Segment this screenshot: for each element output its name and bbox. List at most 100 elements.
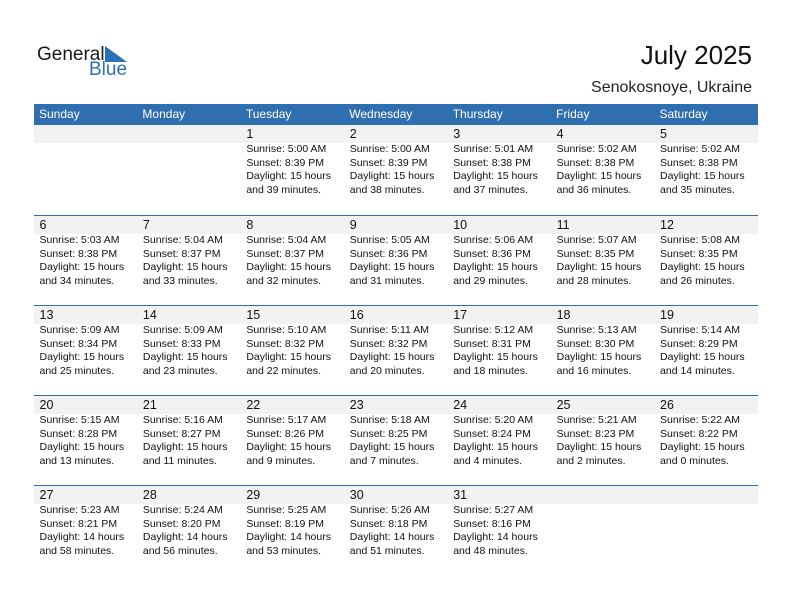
day-cell: 19 Sunrise: 5:14 AM Sunset: 8:29 PM Dayligh… (655, 306, 758, 395)
day-number: 27 (39, 488, 54, 502)
day-cell: 7 Sunrise: 5:04 AM Sunset: 8:37 PM Daylight… (137, 216, 240, 305)
day-number: 26 (660, 398, 674, 412)
sunrise-text: Sunrise: 5:25 AM (246, 504, 327, 516)
sunrise-text: Sunrise: 5:04 AM (142, 234, 223, 246)
sunset-text: Sunset: 8:22 PM (660, 427, 738, 440)
sunrise-text: Sunrise: 5:07 AM (556, 234, 637, 246)
daylight-minutes-text: and 13 minutes. (39, 454, 115, 467)
sunset-text: Sunset: 8:36 PM (349, 247, 428, 260)
sunrise-text: Sunrise: 5:16 AM (142, 414, 223, 426)
daylight-minutes-text: and 53 minutes. (246, 544, 322, 557)
daylight-minutes-text: and 51 minutes. (349, 544, 425, 557)
daylight-minutes-text: and 28 minutes. (556, 274, 632, 287)
sunrise-text: Sunrise: 5:09 AM (142, 324, 223, 336)
daylight-text: Daylight: 15 hours (556, 170, 642, 182)
day-number: 22 (246, 398, 261, 412)
day-number: 16 (349, 308, 364, 322)
daylight-text: Daylight: 15 hours (660, 351, 745, 363)
daylight-minutes-text: and 38 minutes. (349, 183, 425, 196)
day-cell: 20 Sunrise: 5:15 AM Sunset: 8:28 PM Dayligh… (34, 396, 137, 485)
sunrise-text: Sunrise: 5:24 AM (142, 504, 223, 516)
sunset-text: Sunset: 8:38 PM (556, 156, 635, 169)
day-number: 24 (453, 398, 468, 412)
sunset-text: Sunset: 8:16 PM (453, 517, 531, 530)
calendar-body: 1 Sunrise: 5:00 AM Sunset: 8:39 PM Daylight… (34, 125, 758, 575)
day-cell: 9 Sunrise: 5:05 AM Sunset: 8:36 PM Daylight… (344, 216, 447, 305)
day-number: 10 (453, 218, 468, 232)
sunrise-text: Sunrise: 5:13 AM (556, 324, 637, 336)
day-number: 18 (556, 308, 571, 322)
day-number: 15 (246, 308, 261, 322)
weekday-friday: Friday (556, 107, 590, 121)
daylight-minutes-text: and 33 minutes. (142, 274, 218, 287)
day-number: 31 (453, 488, 468, 502)
day-cell: 4 Sunrise: 5:02 AM Sunset: 8:38 PM Daylight… (551, 125, 654, 215)
sunrise-text: Sunrise: 5:00 AM (349, 143, 430, 155)
daylight-minutes-text: and 20 minutes. (349, 364, 425, 377)
day-number: 7 (142, 218, 150, 232)
daylight-text: Daylight: 15 hours (349, 441, 435, 453)
daylight-minutes-text: and 58 minutes. (39, 544, 115, 557)
week-row: 13 Sunrise: 5:09 AM Sunset: 8:34 PM Dayligh… (34, 305, 758, 395)
sunset-text: Sunset: 8:18 PM (349, 517, 428, 530)
day-number: 21 (142, 398, 157, 412)
sunrise-text: Sunrise: 5:04 AM (246, 234, 327, 246)
daylight-text: Daylight: 15 hours (39, 261, 125, 273)
daylight-minutes-text: and 2 minutes. (556, 454, 626, 467)
sunset-text: Sunset: 8:21 PM (39, 517, 118, 530)
daylight-minutes-text: and 11 minutes. (142, 454, 217, 467)
day-cell: 21 Sunrise: 5:16 AM Sunset: 8:27 PM Dayligh… (137, 396, 240, 485)
daylight-text: Daylight: 15 hours (246, 441, 331, 453)
day-number: 5 (660, 127, 667, 141)
sunset-text: Sunset: 8:39 PM (349, 156, 428, 169)
daylight-minutes-text: and 48 minutes. (453, 544, 528, 557)
daylight-text: Daylight: 15 hours (660, 261, 745, 273)
week-row: 6 Sunrise: 5:03 AM Sunset: 8:38 PM Daylight… (34, 215, 758, 305)
sunset-text: Sunset: 8:39 PM (246, 156, 324, 169)
day-number: 1 (246, 127, 254, 141)
daylight-text: Daylight: 14 hours (246, 531, 331, 543)
day-number: 13 (39, 308, 54, 322)
daylight-text: Daylight: 15 hours (349, 170, 435, 182)
sunrise-text: Sunrise: 5:08 AM (660, 234, 740, 246)
day-number: 19 (660, 308, 674, 322)
daylight-text: Daylight: 15 hours (142, 351, 228, 363)
calendar: Sunday Monday Tuesday Wednesday Thursday Frid… (34, 104, 758, 575)
day-number: 30 (349, 488, 364, 502)
weekday-tuesday: Tuesday (245, 107, 292, 121)
daylight-text: Daylight: 14 hours (349, 531, 435, 543)
day-cell: 15 Sunrise: 5:10 AM Sunset: 8:32 PM Dayligh… (241, 306, 344, 395)
daylight-minutes-text: and 39 minutes. (246, 183, 322, 196)
logo: General Blue (37, 44, 137, 80)
day-number: 25 (556, 398, 571, 412)
sunset-text: Sunset: 8:30 PM (556, 337, 635, 350)
daylight-text: Daylight: 15 hours (349, 261, 435, 273)
sunrise-text: Sunrise: 5:11 AM (349, 324, 429, 336)
day-cell: 6 Sunrise: 5:03 AM Sunset: 8:38 PM Daylight… (34, 216, 137, 305)
daylight-minutes-text: and 36 minutes. (556, 183, 632, 196)
sunset-text: Sunset: 8:26 PM (246, 427, 324, 440)
daylight-minutes-text: and 14 minutes. (660, 364, 735, 377)
daylight-minutes-text: and 23 minutes. (142, 364, 218, 377)
daylight-text: Daylight: 15 hours (556, 261, 642, 273)
sunrise-text: Sunrise: 5:05 AM (349, 234, 430, 246)
daylight-text: Daylight: 15 hours (246, 351, 331, 363)
sunrise-text: Sunrise: 5:09 AM (39, 324, 120, 336)
week-row: 20 Sunrise: 5:15 AM Sunset: 8:28 PM Dayligh… (34, 395, 758, 485)
week-row: 1 Sunrise: 5:00 AM Sunset: 8:39 PM Daylight… (34, 125, 758, 215)
empty-cell (655, 486, 758, 575)
daylight-text: Daylight: 15 hours (453, 351, 538, 363)
sunrise-text: Sunrise: 5:12 AM (453, 324, 534, 336)
sunset-text: Sunset: 8:31 PM (453, 337, 531, 350)
day-cell: 12 Sunrise: 5:08 AM Sunset: 8:35 PM Dayligh… (655, 216, 758, 305)
daylight-minutes-text: and 56 minutes. (142, 544, 218, 557)
day-number: 28 (142, 488, 157, 502)
day-cell: 1 Sunrise: 5:00 AM Sunset: 8:39 PM Daylight… (241, 125, 344, 215)
day-cell: 27 Sunrise: 5:23 AM Sunset: 8:21 PM Dayligh… (34, 486, 137, 575)
day-number: 4 (556, 127, 564, 141)
empty-cell (551, 486, 654, 575)
empty-cell (137, 125, 240, 215)
sunrise-text: Sunrise: 5:03 AM (39, 234, 120, 246)
day-cell: 16 Sunrise: 5:11 AM Sunset: 8:32 PM Dayligh… (344, 306, 447, 395)
sunrise-text: Sunrise: 5:15 AM (39, 414, 120, 426)
